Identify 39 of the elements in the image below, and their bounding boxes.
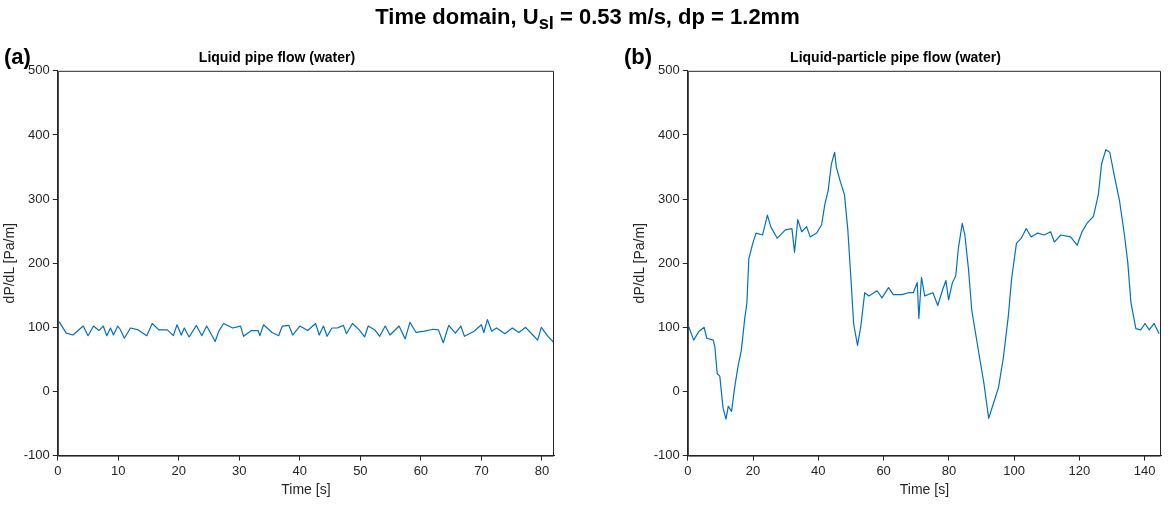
x-tick-label: 120 (1068, 462, 1091, 478)
x-tick-label: 20 (171, 462, 187, 478)
chart-title: Liquid-particle pipe flow (water) (790, 49, 1001, 66)
x-axis-title: Time [s] (899, 481, 950, 498)
x-tick-label: 40 (292, 462, 308, 478)
x-tick-label: 10 (111, 462, 126, 478)
text: (a) (4, 44, 31, 69)
x-tick-label: 0 (684, 462, 692, 478)
y-tick-label: -100 (23, 447, 50, 463)
x-tick-label: 80 (534, 462, 550, 478)
x-tick-label: 140 (1133, 462, 1156, 478)
y-tick-label: 300 (28, 190, 50, 206)
x-tick-label: 60 (413, 462, 429, 478)
x-tick-label: 50 (353, 462, 368, 478)
x-tick-label: 30 (232, 462, 247, 478)
x-tick-label: 80 (941, 462, 957, 478)
y-axis-title: dP/dL [Pa/m] (1, 222, 18, 304)
y-tick-label: 400 (658, 126, 680, 142)
x-tick-label: 60 (876, 462, 891, 478)
x-tick-label: 100 (1003, 462, 1025, 478)
y-tick-label: 100 (658, 318, 680, 334)
chart-title: Liquid pipe flow (water) (198, 49, 356, 66)
y-tick-label: 300 (658, 190, 680, 206)
y-tick-label: 200 (28, 254, 50, 270)
y-tick-label: 500 (658, 62, 680, 78)
y-tick-label: 0 (672, 383, 680, 399)
x-tick-label: 0 (54, 462, 62, 478)
x-tick-label: 70 (474, 462, 489, 478)
y-tick-label: 100 (28, 318, 50, 334)
x-axis-title: Time [s] (281, 481, 331, 498)
y-tick-label: 200 (658, 254, 680, 270)
y-axis-title: dP/dL [Pa/m] (631, 222, 648, 304)
x-tick-label: 40 (811, 462, 826, 478)
y-tick-label: -100 (653, 447, 680, 463)
text: (b) (624, 44, 653, 70)
y-tick-label: 0 (42, 383, 50, 399)
y-tick-label: 400 (28, 126, 50, 142)
x-tick-label: 20 (745, 462, 761, 478)
text: Time domain, U$_{sl}$ = 0.53 m/s, dp = 1.2mm (374, 4, 801, 35)
